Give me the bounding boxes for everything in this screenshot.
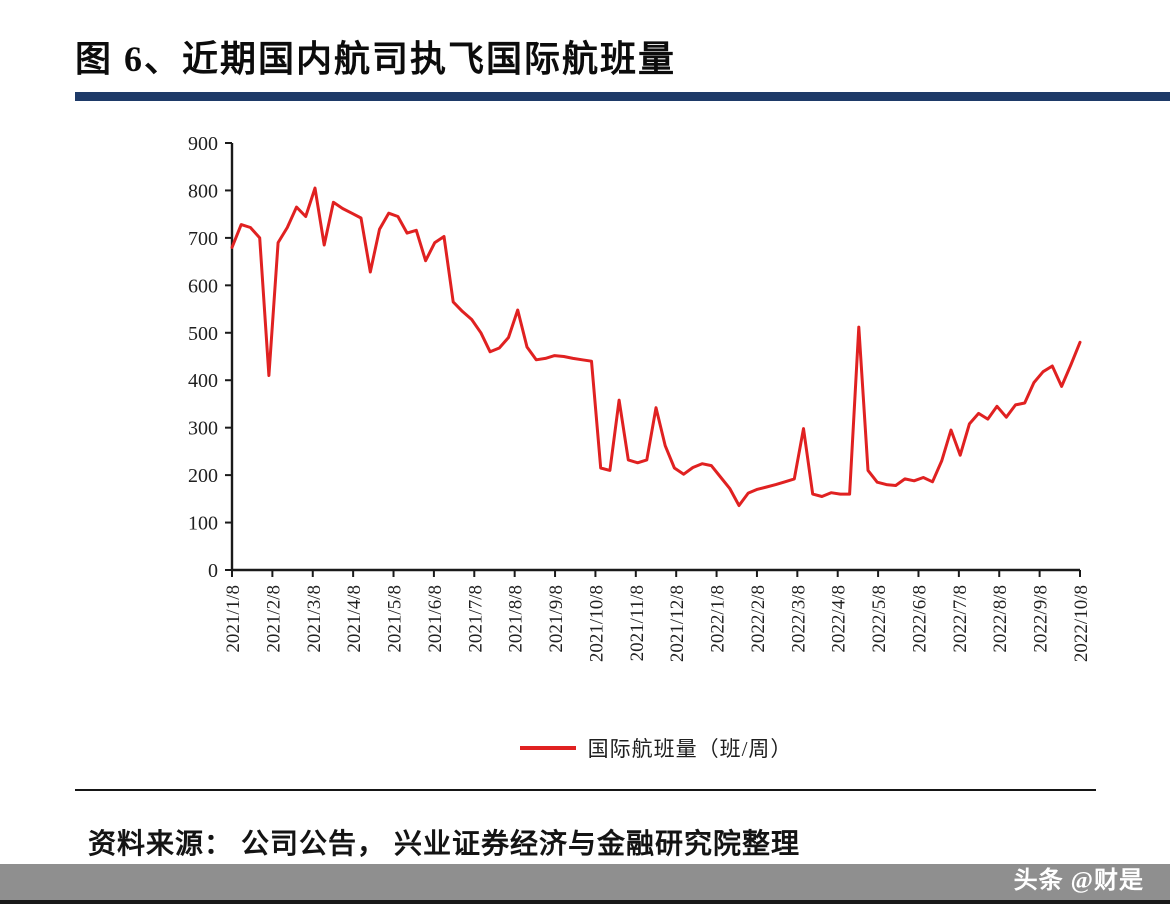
- legend-line-swatch: [519, 746, 576, 750]
- x-axis-tick-label: 2022/10/8: [1071, 585, 1092, 662]
- x-axis-tick-label: 2021/1/8: [223, 585, 244, 653]
- figure-title: 图 6、近期国内航司执飞国际航班量: [75, 39, 677, 79]
- y-axis-tick-label: 100: [188, 513, 218, 535]
- x-axis-tick-label: 2021/2/8: [263, 585, 284, 653]
- x-axis-tick-label: 2021/11/8: [627, 585, 648, 661]
- y-axis-tick-label: 300: [188, 418, 218, 440]
- y-axis-tick-label: 500: [188, 323, 218, 345]
- x-axis-tick-label: 2021/7/8: [465, 585, 486, 653]
- x-axis-tick-label: 2022/6/8: [909, 585, 930, 653]
- chart-legend: 国际航班量（班/周）: [232, 733, 1080, 763]
- y-axis-tick-label: 200: [188, 465, 218, 487]
- x-axis-tick-label: 2022/5/8: [869, 585, 890, 653]
- x-axis-tick-label: 2021/5/8: [385, 585, 406, 653]
- x-axis-tick-label: 2022/9/8: [1031, 585, 1052, 653]
- y-axis-tick-label: 900: [188, 133, 218, 155]
- source-note: 资料来源： 公司公告， 兴业证券经济与金融研究院整理: [88, 829, 801, 860]
- y-axis-tick-label: 400: [188, 370, 218, 392]
- x-axis-tick-label: 2022/2/8: [748, 585, 769, 653]
- series-line: [230, 186, 1082, 507]
- x-axis-tick-label: 2021/9/8: [546, 585, 567, 653]
- x-axis-tick-label: 2022/3/8: [788, 585, 809, 653]
- y-axis-tick-label: 600: [188, 275, 218, 297]
- legend-label: 国际航班量（班/周）: [587, 737, 793, 761]
- x-axis-tick-label: 2022/8/8: [990, 585, 1011, 653]
- y-axis-tick-label: 0: [208, 560, 218, 582]
- watermark-bar: 头条 @财是: [0, 864, 1170, 904]
- x-axis-tick-label: 2021/6/8: [425, 585, 446, 653]
- x-axis-tick-label: 2021/8/8: [506, 585, 527, 653]
- title-rule: [75, 92, 1170, 101]
- x-axis-tick-label: 2021/10/8: [586, 585, 607, 662]
- x-axis-tick-label: 2022/7/8: [950, 585, 971, 653]
- x-axis-tick-label: 2021/12/8: [667, 585, 688, 662]
- x-axis-tick-label: 2021/4/8: [344, 585, 365, 653]
- y-axis-tick-label: 800: [188, 180, 218, 202]
- watermark-text: 头条 @财是: [1013, 868, 1144, 894]
- x-axis-tick-label: 2021/3/8: [304, 585, 325, 653]
- y-axis-tick-label: 700: [188, 228, 218, 250]
- flight-volume-chart: 0 100 200 300 400 500 600 700 800 900 2021/1/8 2021…: [188, 133, 1092, 662]
- separator-line: [75, 789, 1096, 791]
- x-axis-tick-label: 2022/1/8: [708, 585, 729, 653]
- x-axis-tick-label: 2022/4/8: [829, 585, 850, 653]
